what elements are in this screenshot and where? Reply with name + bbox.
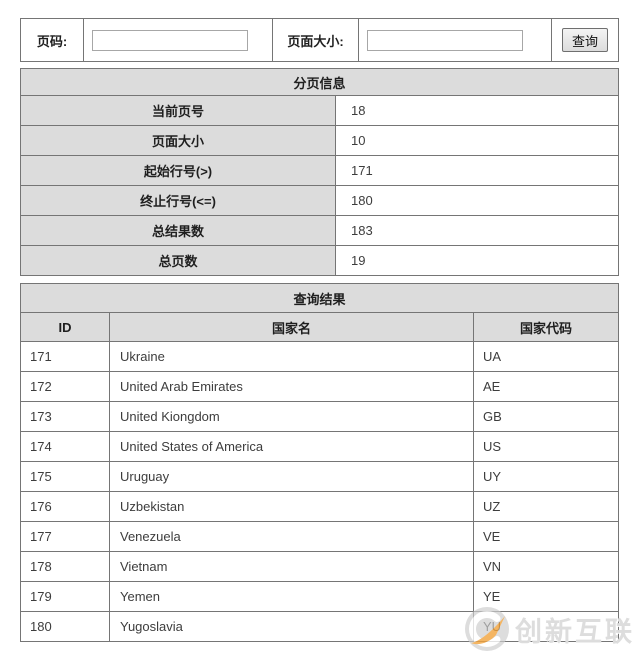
cell-country-code: VE xyxy=(472,521,620,552)
pagination-row-value: 180 xyxy=(334,185,620,216)
cell-country-code: UY xyxy=(472,461,620,492)
cell-country-name: United Kiongdom xyxy=(109,401,474,432)
pagination-row-value: 18 xyxy=(334,95,620,126)
cell-id: 173 xyxy=(20,401,110,432)
cell-country-code: AE xyxy=(472,371,620,402)
cell-country-name: Venezuela xyxy=(109,521,474,552)
page-size-input-cell xyxy=(358,18,552,62)
table-row: 175 Uruguay UY xyxy=(20,461,620,492)
table-row: 178 Vietnam VN xyxy=(20,551,620,582)
cell-country-code: YE xyxy=(472,581,620,612)
cell-country-code: GB xyxy=(472,401,620,432)
pagination-row-label: 总页数 xyxy=(20,245,336,276)
cell-id: 179 xyxy=(20,581,110,612)
pagination-row-label: 总结果数 xyxy=(20,215,336,246)
pagination-row-value: 10 xyxy=(334,125,620,156)
column-header-country-name: 国家名 xyxy=(109,312,474,342)
pagination-info-title: 分页信息 xyxy=(19,68,620,96)
cell-country-name: Ukraine xyxy=(109,341,474,372)
cell-country-name: Vietnam xyxy=(109,551,474,582)
pagination-row-label: 终止行号(<=) xyxy=(20,185,336,216)
query-button-cell: 查询 xyxy=(551,18,619,62)
cell-country-code: UZ xyxy=(472,491,620,522)
cell-id: 178 xyxy=(20,551,110,582)
pagination-row: 页面大小 10 xyxy=(20,125,620,156)
pagination-row-label: 当前页号 xyxy=(20,95,336,126)
page-number-input[interactable] xyxy=(92,29,248,51)
pagination-info-body: 当前页号 18 页面大小 10 起始行号(>) 171 终止行号(<=) 180… xyxy=(20,95,620,276)
pagination-row: 终止行号(<=) 180 xyxy=(20,185,620,216)
cell-id: 180 xyxy=(20,611,110,642)
cell-country-code: YU xyxy=(472,611,620,642)
pagination-row-value: 19 xyxy=(334,245,620,276)
cell-country-name: Uzbekistan xyxy=(109,491,474,522)
pagination-row: 总页数 19 xyxy=(20,245,620,276)
pagination-row-value: 183 xyxy=(334,215,620,246)
table-row: 171 Ukraine UA xyxy=(20,341,620,372)
cell-country-name: Yemen xyxy=(109,581,474,612)
cell-country-code: VN xyxy=(472,551,620,582)
pagination-row: 总结果数 183 xyxy=(20,215,620,246)
table-row: 173 United Kiongdom GB xyxy=(20,401,620,432)
results-body: 171 Ukraine UA 172 United Arab Emirates … xyxy=(20,341,620,642)
results-header-row: ID 国家名 国家代码 xyxy=(20,312,620,342)
cell-country-name: United States of America xyxy=(109,431,474,462)
page-number-label: 页码: xyxy=(20,18,84,62)
pagination-row-label: 页面大小 xyxy=(20,125,336,156)
cell-id: 171 xyxy=(20,341,110,372)
cell-country-name: Yugoslavia xyxy=(109,611,474,642)
pagination-row-value: 171 xyxy=(334,155,620,186)
table-row: 179 Yemen YE xyxy=(20,581,620,612)
cell-id: 176 xyxy=(20,491,110,522)
cell-country-name: Uruguay xyxy=(109,461,474,492)
page-number-input-cell xyxy=(83,18,273,62)
pagination-row: 当前页号 18 xyxy=(20,95,620,126)
results-title: 查询结果 xyxy=(19,283,620,313)
pagination-row: 起始行号(>) 171 xyxy=(20,155,620,186)
cell-id: 172 xyxy=(20,371,110,402)
cell-country-name: United Arab Emirates xyxy=(109,371,474,402)
cell-id: 174 xyxy=(20,431,110,462)
table-row: 176 Uzbekistan UZ xyxy=(20,491,620,522)
pagination-info-table: 分页信息 当前页号 18 页面大小 10 起始行号(>) 171 终止行号(<=… xyxy=(19,68,620,276)
cell-country-code: UA xyxy=(472,341,620,372)
cell-id: 175 xyxy=(20,461,110,492)
cell-country-code: US xyxy=(472,431,620,462)
page-size-label: 页面大小: xyxy=(272,18,359,62)
pagination-row-label: 起始行号(>) xyxy=(20,155,336,186)
results-table: 查询结果 ID 国家名 国家代码 171 Ukraine UA 172 Unit… xyxy=(19,283,620,642)
column-header-id: ID xyxy=(20,312,110,342)
page-size-input[interactable] xyxy=(367,29,523,51)
page: 页码: 页面大小: 查询 分页信息 当前页号 18 页面大小 10 xyxy=(19,18,620,642)
query-form: 页码: 页面大小: 查询 xyxy=(20,18,619,62)
query-button[interactable]: 查询 xyxy=(561,28,608,52)
column-header-country-code: 国家代码 xyxy=(472,312,620,342)
table-row: 172 United Arab Emirates AE xyxy=(20,371,620,402)
table-row: 180 Yugoslavia YU xyxy=(20,611,620,642)
cell-id: 177 xyxy=(20,521,110,552)
table-row: 177 Venezuela VE xyxy=(20,521,620,552)
table-row: 174 United States of America US xyxy=(20,431,620,462)
